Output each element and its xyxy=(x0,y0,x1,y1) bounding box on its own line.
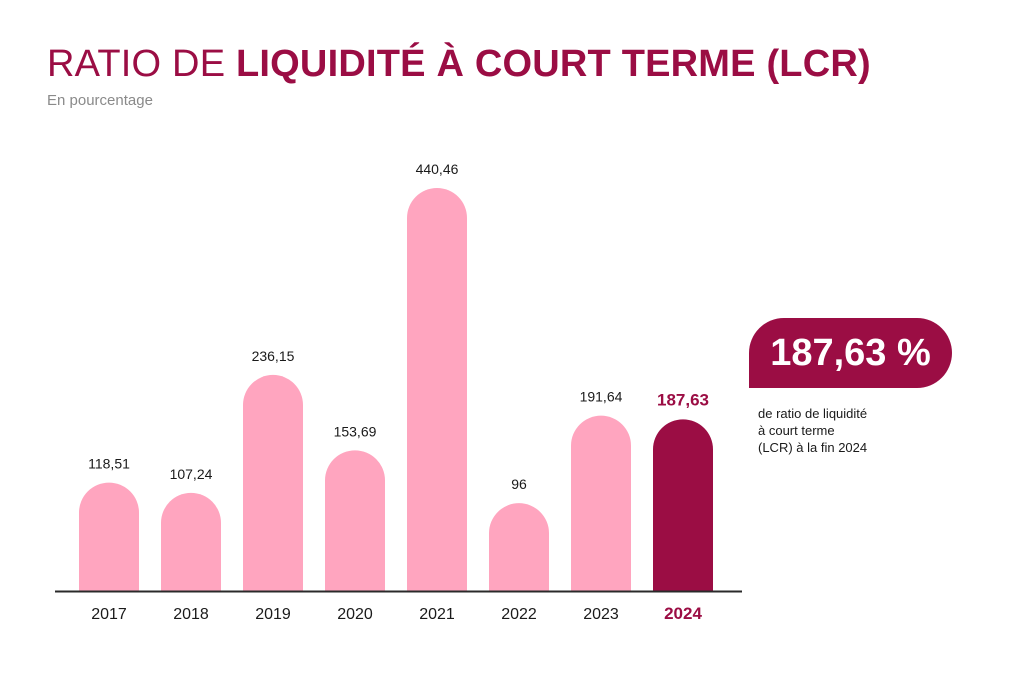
callout-value: 187,63 % xyxy=(770,331,931,374)
value-label-2019: 236,15 xyxy=(252,348,295,364)
bar-2019 xyxy=(243,374,303,591)
value-label-2023: 191,64 xyxy=(580,389,623,405)
category-label-2023: 2023 xyxy=(583,606,619,623)
value-label-2020: 153,69 xyxy=(334,423,377,439)
category-label-2019: 2019 xyxy=(255,606,291,623)
bar-2024 xyxy=(653,419,713,591)
bar-2017 xyxy=(79,482,139,591)
category-label-2022: 2022 xyxy=(501,606,537,623)
chart-title-part1: RATIO DE xyxy=(47,43,236,85)
category-label-2020: 2020 xyxy=(337,606,373,623)
category-label-2024: 2024 xyxy=(664,604,702,623)
value-label-2017: 118,51 xyxy=(88,456,130,472)
callout-text-line: à court terme xyxy=(758,423,835,438)
chart-title-part2: LIQUIDITÉ À COURT TERME (LCR) xyxy=(236,43,871,85)
category-label-2018: 2018 xyxy=(173,606,209,623)
callout-text-line: (LCR) à la fin 2024 xyxy=(758,440,868,455)
bar-2018 xyxy=(161,492,221,591)
callout-text: de ratio de liquidité à court terme (LCR… xyxy=(758,405,867,456)
callout-badge: 187,63 % xyxy=(749,318,952,388)
value-label-2022: 96 xyxy=(511,476,527,492)
bar-2020 xyxy=(325,450,385,591)
category-label-2017: 2017 xyxy=(91,606,127,623)
bar-2023 xyxy=(571,415,631,591)
value-label-2024: 187,63 xyxy=(657,390,709,409)
chart-title: RATIO DE LIQUIDITÉ À COURT TERME (LCR) xyxy=(47,42,871,86)
value-label-2021: 440,46 xyxy=(416,161,459,177)
bar-2022 xyxy=(489,503,549,591)
category-label-2021: 2021 xyxy=(419,606,455,623)
callout-text-line: de ratio de liquidité xyxy=(758,406,868,421)
value-label-2018: 107,24 xyxy=(170,466,213,482)
chart-subtitle: En pourcentage xyxy=(47,92,153,109)
bar-2021 xyxy=(407,188,467,591)
